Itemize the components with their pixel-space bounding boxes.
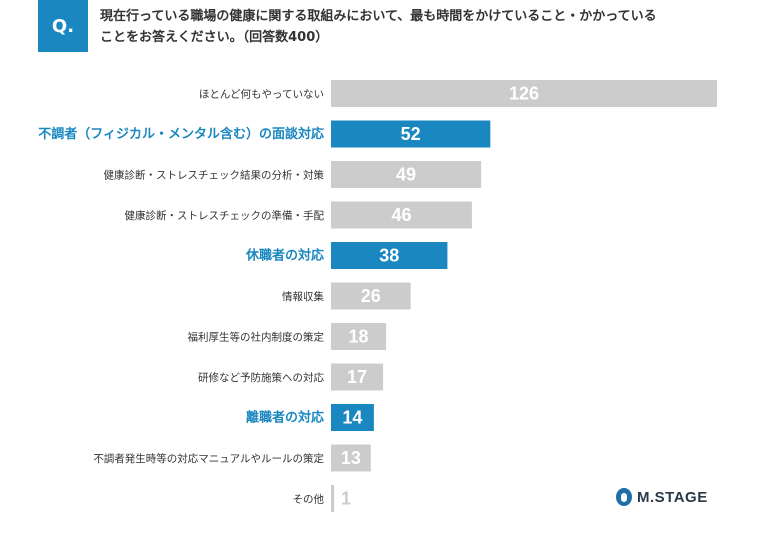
bar: [331, 404, 374, 431]
value-label: 14: [342, 408, 362, 428]
value-label: 17: [347, 367, 367, 387]
value-label: 18: [349, 327, 369, 347]
value-label: 1: [341, 489, 351, 509]
question-text: 現在行っている職場の健康に関する取組みにおいて、最も時間をかけていること・かかっ…: [100, 6, 740, 48]
bar: [331, 444, 371, 472]
category-label: 情報収集: [282, 290, 324, 303]
category-label: 健康診断・ストレスチェックの準備・手配: [125, 209, 325, 222]
value-label: 49: [396, 165, 416, 185]
category-label: 研修など予防施策への対応: [198, 371, 324, 384]
category-label: 休職者の対応: [245, 248, 324, 264]
value-label: 13: [341, 448, 361, 468]
category-label: 離職者の対応: [246, 410, 324, 426]
category-label: 福利厚生等の社内制度の策定: [188, 331, 325, 344]
bar: [331, 485, 335, 512]
mstage-logo: M.STAGE: [616, 487, 708, 507]
bar: [331, 242, 448, 269]
bar: [331, 282, 411, 310]
bar: [331, 80, 717, 107]
bar: [331, 323, 387, 350]
question-badge: Q.: [38, 0, 88, 52]
value-label: 52: [401, 124, 421, 144]
question-line-2: ことをお答えください。（回答数400）: [100, 30, 329, 45]
bar: [331, 120, 491, 148]
question-line-1: 現在行っている職場の健康に関する取組みにおいて、最も時間をかけていること・かかっ…: [100, 9, 657, 24]
category-label: 不調者発生時等の対応マニュアルやルールの策定: [93, 452, 324, 465]
category-label: ほとんど何もやっていない: [199, 88, 324, 101]
category-label: 不調者（フィジカル・メンタル含む）の面談対応: [38, 126, 324, 142]
value-label: 46: [391, 205, 411, 225]
bar: [331, 201, 472, 229]
category-label: その他: [293, 493, 325, 506]
logo-mark-icon: [616, 488, 632, 506]
category-label: 健康診断・ストレスチェック結果の分析・対策: [104, 169, 325, 182]
logo-text: M.STAGE: [637, 488, 708, 506]
bar: [331, 363, 384, 391]
value-label: 126: [509, 84, 539, 104]
value-label: 26: [361, 286, 381, 306]
bar: [331, 161, 482, 188]
value-label: 38: [379, 246, 399, 266]
